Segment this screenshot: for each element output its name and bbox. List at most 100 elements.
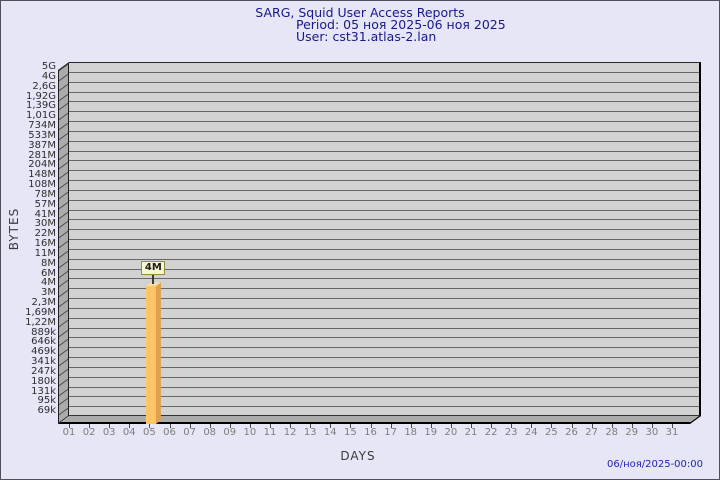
gridline: [69, 298, 699, 299]
chart-period: Period: 05 ноя 2025-06 ноя 2025: [296, 17, 506, 32]
gridline: [69, 327, 699, 329]
x-tick-label: 17: [384, 427, 397, 438]
y-axis-tick: [59, 181, 68, 190]
y-tick-label: 1,39G: [25, 100, 56, 112]
y-axis-tick: [59, 162, 68, 170]
y-axis-tick: [59, 103, 68, 111]
x-tick-label: 03: [102, 427, 116, 438]
y-axis-tick: [59, 191, 68, 200]
y-axis-tick: [59, 270, 68, 278]
y-axis-tick: [59, 221, 68, 229]
y-tick-label: 69k: [37, 405, 56, 417]
y-tick-label: 16M: [34, 238, 56, 249]
y-tick-label: 30M: [34, 218, 56, 230]
y-tick-label: 95k: [37, 395, 56, 407]
x-tick-label: 29: [625, 427, 639, 438]
gridline: [69, 130, 699, 132]
y-axis-tick: [59, 152, 68, 160]
x-axis-tick: [390, 424, 392, 428]
gridline: [69, 386, 699, 388]
x-tick-label: 02: [82, 427, 96, 438]
gridline: [69, 406, 699, 408]
x-axis-tick: [450, 424, 452, 428]
x-axis-tick: [651, 424, 653, 428]
gridline: [69, 71, 699, 73]
x-axis-tick: [189, 424, 191, 428]
y-axis-tick: [59, 211, 68, 219]
x-axis-tick: [511, 424, 513, 428]
y-tick-label: 4G: [41, 70, 56, 82]
x-axis-tick: [229, 424, 231, 428]
gridline: [69, 101, 699, 103]
x-tick-label: 15: [344, 427, 357, 438]
y-tick-label: 204M: [28, 159, 56, 171]
y-axis-tick: [59, 240, 68, 249]
y-tick-label: 57M: [34, 198, 56, 210]
gridline: [69, 248, 699, 250]
x-axis-tick: [350, 424, 352, 428]
gridline: [69, 91, 699, 93]
x-axis-tick: [270, 424, 271, 428]
y-tick-label: 3M: [41, 287, 56, 299]
y-axis-tick: [59, 378, 68, 386]
y-tick-label: 2,3M: [31, 297, 56, 308]
gridline: [69, 337, 699, 339]
x-axis-title: DAYS: [340, 449, 376, 463]
x-tick-label: 01: [62, 427, 76, 438]
y-tick-label: 78M: [34, 188, 56, 200]
x-axis-tick: [491, 424, 493, 428]
x-tick-label: 24: [524, 427, 538, 438]
y-tick-label: 11M: [34, 247, 56, 259]
x-tick-label: 26: [565, 427, 578, 438]
bar-day-05: [145, 282, 161, 424]
x-tick-label: 21: [464, 427, 478, 438]
x-tick-label: 16: [364, 427, 377, 438]
x-tick-label: 12: [283, 427, 297, 438]
gridline: [69, 209, 699, 211]
annotation-pointer: [152, 274, 155, 285]
gridline: [69, 150, 699, 152]
y-tick-label: 5G: [41, 61, 56, 72]
y-axis-tick: [59, 250, 68, 259]
y-axis-tick: [59, 63, 68, 72]
y-tick-label: 6M: [41, 267, 56, 279]
x-axis-tick: [209, 424, 211, 428]
y-tick-label: 646k: [31, 336, 56, 348]
x-tick-label: 08: [203, 427, 217, 438]
gridline: [69, 199, 699, 201]
bar-front-face: [145, 286, 156, 424]
x-axis-tick: [249, 424, 251, 428]
y-axis-tick: [59, 83, 68, 91]
y-tick-label: 734M: [28, 120, 56, 131]
y-axis-tick: [59, 171, 68, 180]
gridline: [69, 180, 699, 181]
gridline: [69, 160, 699, 162]
y-axis-tick: [59, 289, 68, 298]
y-axis-tick: [59, 407, 68, 416]
gridline: [69, 396, 699, 398]
gridline: [69, 111, 699, 113]
x-axis-tick: [410, 424, 412, 428]
x-tick-label: 05: [143, 427, 156, 438]
y-axis-tick: [59, 132, 68, 141]
y-tick-label: 469k: [31, 346, 56, 358]
y-tick-label: 247k: [31, 365, 56, 377]
y-tick-label: 281M: [28, 149, 56, 161]
x-axis-tick: [69, 424, 70, 428]
x-axis-tick: [310, 424, 312, 428]
y-axis-tick: [59, 398, 68, 406]
chart-user: User: cst31.atlas-2.lan: [296, 29, 437, 44]
y-axis-tick: [59, 201, 68, 209]
y-axis-tick: [59, 260, 68, 268]
y-axis-tick: [59, 93, 68, 101]
gridline: [69, 170, 699, 172]
y-axis-tick: [59, 299, 68, 308]
x-tick-label: 28: [605, 427, 619, 438]
y-axis-tick: [59, 309, 68, 318]
y-tick-label: 1,92G: [25, 90, 56, 102]
gridline: [69, 288, 699, 290]
gridline: [69, 229, 699, 231]
y-tick-label: 1,22M: [25, 316, 56, 328]
x-tick-label: 04: [122, 427, 136, 438]
